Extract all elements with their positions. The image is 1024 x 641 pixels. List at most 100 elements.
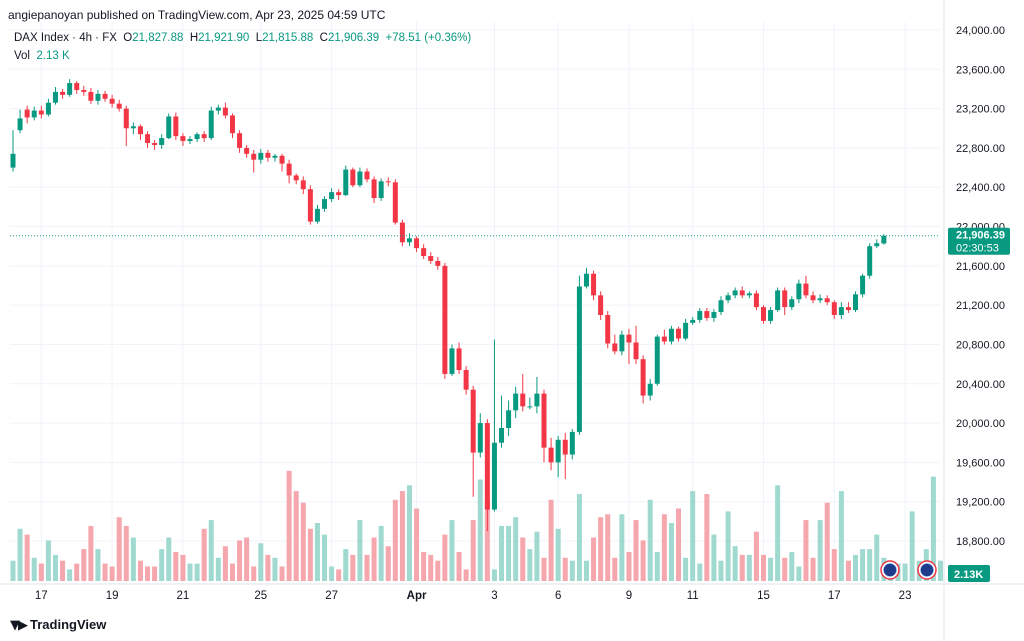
y-tick-label: 23,200.00 <box>956 104 1005 116</box>
candle-body <box>456 348 462 371</box>
candle-body <box>272 155 278 158</box>
candle-body <box>654 336 660 384</box>
volume-bar <box>88 525 94 581</box>
volume-bar <box>74 563 80 581</box>
candle-body <box>789 299 795 308</box>
candle-body <box>123 108 129 129</box>
candle-body <box>67 83 73 95</box>
volume-bar <box>704 494 710 581</box>
candle-body <box>534 393 540 407</box>
time-axis[interactable]: 17 19 21 25 27 Apr 3 6 9 11 15 17 23 <box>35 590 912 602</box>
event-flag-icon[interactable] <box>917 560 937 580</box>
brand-name: TradingView <box>30 617 107 632</box>
volume-bar <box>463 569 469 581</box>
volume-bar <box>937 560 943 581</box>
volume-bar <box>569 560 575 581</box>
volume-bar <box>173 552 179 581</box>
candle-body <box>591 273 597 296</box>
volume-bar <box>484 499 490 581</box>
candle-body <box>647 383 653 396</box>
candle-body <box>853 294 859 311</box>
volume-bar <box>406 485 412 581</box>
candle-body <box>760 307 766 321</box>
volume-bar <box>201 528 207 581</box>
y-tick-label: 21,600.00 <box>956 261 1005 273</box>
candle-body <box>194 134 200 140</box>
volume-bar <box>52 554 58 581</box>
volume-bar <box>760 554 766 581</box>
volume-bar <box>817 520 823 581</box>
candle-body <box>831 302 837 315</box>
volume-bar <box>470 520 476 581</box>
candle-body <box>265 152 271 158</box>
candle-body <box>38 110 44 115</box>
candle-body <box>166 116 172 139</box>
candle-body <box>10 153 16 168</box>
candle-body <box>357 171 363 186</box>
volume-bar <box>520 537 526 581</box>
volume-bar <box>350 554 356 581</box>
volume-bar <box>229 563 235 581</box>
candle-body <box>753 293 759 308</box>
candle-body <box>860 275 866 295</box>
event-markers[interactable] <box>880 560 937 580</box>
publisher-line: angiepanoyan published on TradingView.co… <box>8 8 386 22</box>
volume-bar <box>187 563 193 581</box>
volume-bar <box>180 554 186 581</box>
tradingview-logo[interactable]: ▼▶ TradingView <box>10 617 106 633</box>
volume-bar <box>322 534 328 581</box>
volume-bar <box>222 546 228 581</box>
x-tick-label: 25 <box>254 590 267 602</box>
candle-body <box>704 311 710 318</box>
volume-bar <box>605 514 611 581</box>
volume-bar <box>739 554 745 581</box>
candle-body <box>159 138 165 145</box>
y-tick-label: 22,400.00 <box>956 182 1005 194</box>
volume-bar <box>725 511 731 581</box>
candle-body <box>796 283 802 300</box>
volume-bar <box>513 517 519 581</box>
volume-bar <box>265 554 271 581</box>
volume-bar <box>633 520 639 581</box>
candle-body <box>406 238 412 243</box>
volume-bar <box>95 549 101 581</box>
event-flag-icon[interactable] <box>880 560 900 580</box>
volume-bar <box>909 511 915 581</box>
event-flag-globe <box>920 563 934 577</box>
volume-bar <box>45 540 51 581</box>
candle-body <box>88 91 94 101</box>
volume-bar <box>732 546 738 581</box>
countdown-label: 02:30:53 <box>956 243 999 255</box>
volume-bar <box>831 549 837 581</box>
candle-body <box>421 248 427 257</box>
candle-body <box>725 295 731 301</box>
candle-body <box>307 189 313 222</box>
candle-body <box>180 136 186 142</box>
candle-body <box>52 91 58 103</box>
volume-bar <box>796 566 802 581</box>
volume-bar <box>576 494 582 581</box>
y-tick-label: 20,400.00 <box>956 379 1005 391</box>
volume-bar <box>753 531 759 581</box>
volume-bar <box>215 557 221 581</box>
x-tick-label: 15 <box>757 590 770 602</box>
volume-bar <box>421 552 427 581</box>
symbol-label[interactable]: DAX Index · 4h · FX <box>14 32 117 44</box>
candle-body <box>499 427 505 443</box>
volume-bar <box>81 549 87 581</box>
y-tick-label: 18,800.00 <box>956 536 1005 548</box>
price-axis[interactable]: 24,000.00 23,600.00 23,200.00 22,800.00 22,4… <box>948 25 1010 582</box>
candle-body <box>782 290 788 308</box>
volume-bar <box>860 549 866 581</box>
candle-body <box>314 208 320 222</box>
volume-bar <box>442 534 448 581</box>
candle-body <box>31 110 37 118</box>
volume-bar <box>718 560 724 581</box>
x-tick-label: 6 <box>555 590 561 602</box>
y-tick-label: 23,600.00 <box>956 64 1005 76</box>
candle-body <box>562 439 568 455</box>
volume-bar <box>697 563 703 581</box>
volume-bar <box>286 470 292 581</box>
